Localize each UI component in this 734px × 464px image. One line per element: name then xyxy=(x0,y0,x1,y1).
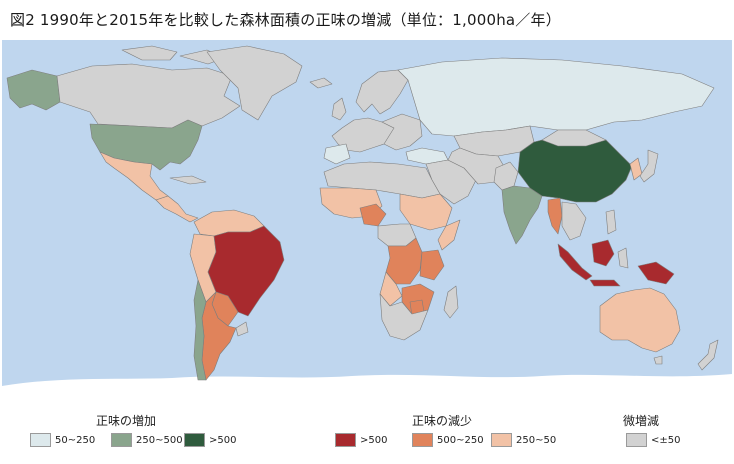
australia xyxy=(599,287,681,353)
legend-swatch xyxy=(412,433,433,447)
legend-item-gain-gt500: >500 xyxy=(184,433,236,447)
uk xyxy=(331,97,347,121)
cuba xyxy=(169,175,207,185)
southern-africa xyxy=(379,293,429,341)
legend-label: 500~250 xyxy=(437,434,484,446)
map-title: 図2 1990年と2015年を比較した森林面積の正味の増減（単位：1,000ha… xyxy=(10,11,561,29)
alaska xyxy=(6,69,61,111)
russia xyxy=(397,57,715,137)
new-guinea xyxy=(637,261,675,285)
legend-item-gain-50-250: 50~250 xyxy=(30,433,95,447)
legend-swatch xyxy=(335,433,356,447)
legend-label: >500 xyxy=(360,434,388,446)
eastern-europe xyxy=(381,113,423,151)
legend-swatch xyxy=(30,433,51,447)
new-zealand xyxy=(697,339,719,371)
central-america xyxy=(155,195,199,223)
tasmania xyxy=(653,355,663,365)
legend-loss-title: 正味の減少 xyxy=(412,414,473,428)
somalia xyxy=(437,219,461,251)
legend-item-loss-500-250: 500~250 xyxy=(412,433,484,447)
drc xyxy=(385,237,423,285)
legend: 正味の増加 50~250 250~500 >500 正味の減少 >500 500… xyxy=(0,412,734,464)
japan xyxy=(639,149,659,183)
legend-label: >500 xyxy=(209,434,237,446)
scandinavia xyxy=(355,69,409,115)
legend-swatch xyxy=(184,433,205,447)
legend-swatch xyxy=(111,433,132,447)
legend-minor-title: 微増減 xyxy=(623,414,660,428)
legend-item-gain-250-500: 250~500 xyxy=(111,433,183,447)
brazil xyxy=(207,225,285,317)
mongolia xyxy=(541,129,607,147)
iceland xyxy=(309,77,333,89)
myanmar xyxy=(547,197,563,235)
legend-label: <±50 xyxy=(651,434,681,446)
legend-swatch xyxy=(626,433,647,447)
iberia xyxy=(323,143,351,165)
antarctica xyxy=(2,374,732,410)
indochina xyxy=(561,201,587,241)
nigeria xyxy=(359,203,387,227)
java xyxy=(589,279,621,287)
borneo xyxy=(591,239,615,267)
greenland xyxy=(206,45,303,121)
legend-label: 250~50 xyxy=(516,434,557,446)
chile xyxy=(193,279,207,381)
legend-label: 250~500 xyxy=(136,434,183,446)
legend-item-loss-250-50: 250~50 xyxy=(491,433,556,447)
uruguay xyxy=(235,321,249,337)
angola xyxy=(379,271,403,307)
iran-central-asia xyxy=(447,147,507,185)
philippines xyxy=(605,209,617,235)
legend-item-loss-gt500: >500 xyxy=(335,433,387,447)
world-map xyxy=(2,40,732,410)
indonesia-west xyxy=(557,243,593,281)
india xyxy=(501,185,543,245)
legend-item-minor: <±50 xyxy=(626,433,680,447)
legend-gain-title: 正味の増加 xyxy=(96,414,157,428)
legend-swatch xyxy=(491,433,512,447)
tanzania xyxy=(419,249,445,281)
canada xyxy=(56,63,241,129)
madagascar xyxy=(443,285,459,319)
sulawesi xyxy=(617,247,629,269)
legend-label: 50~250 xyxy=(55,434,96,446)
